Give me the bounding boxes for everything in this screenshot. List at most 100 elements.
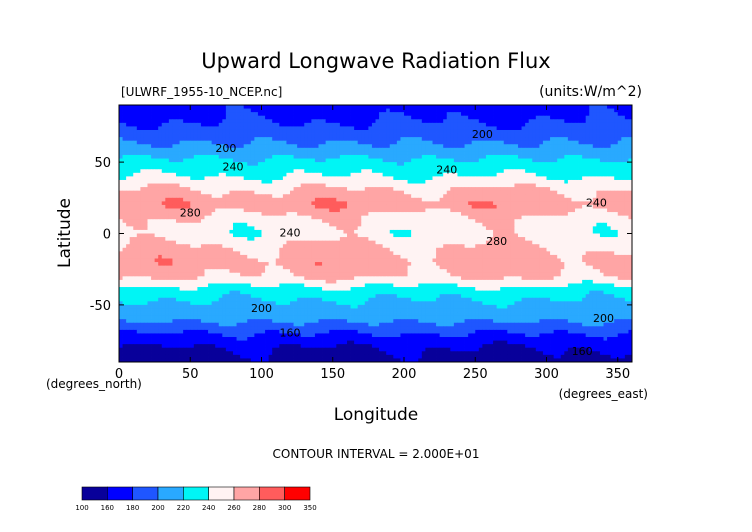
contour-cell <box>414 169 419 174</box>
contour-cell <box>617 105 622 109</box>
contour-cell <box>161 179 166 184</box>
contour-cell <box>621 158 626 163</box>
contour-cell <box>450 126 455 131</box>
contour-cell <box>557 144 562 149</box>
contour-cell <box>510 187 515 192</box>
contour-cell <box>582 126 587 131</box>
contour-cell <box>411 190 416 195</box>
contour-cell <box>599 162 604 167</box>
contour-cell <box>261 129 266 134</box>
contour-cell <box>147 140 152 145</box>
contour-cell <box>528 176 533 181</box>
contour-cell <box>140 154 145 159</box>
contour-cell <box>240 197 245 202</box>
contour-cell <box>140 208 145 213</box>
contour-cell <box>432 158 437 163</box>
contour-cell <box>314 115 319 120</box>
contour-cell <box>539 222 544 227</box>
contour-cell <box>528 144 533 149</box>
contour-cell <box>503 212 508 217</box>
contour-cell <box>250 212 255 217</box>
contour-cell <box>300 126 305 131</box>
contour-cell <box>528 219 533 224</box>
contour-cell <box>165 187 170 192</box>
contour-cell <box>510 201 515 206</box>
contour-cell <box>404 176 408 181</box>
contour-cell <box>357 133 362 138</box>
contour-cell <box>411 212 416 217</box>
contour-cell <box>350 201 355 206</box>
contour-cell <box>382 133 387 138</box>
contour-cell <box>468 201 473 206</box>
contour-cell <box>425 194 430 199</box>
contour-cell <box>457 204 462 209</box>
contour-cell <box>617 165 622 170</box>
contour-cell <box>275 158 280 163</box>
contour-cell <box>247 137 252 142</box>
contour-cell <box>225 215 230 220</box>
contour-cell <box>585 172 590 177</box>
contour-cell <box>240 179 245 184</box>
contour-cell <box>193 165 198 170</box>
contour-cell <box>404 154 408 159</box>
contour-cell <box>628 212 632 217</box>
contour-cell <box>350 133 355 138</box>
contour-cell <box>233 158 237 163</box>
contour-cell <box>379 122 384 127</box>
contour-cell <box>154 119 159 124</box>
contour-cell <box>322 190 327 195</box>
contour-cell <box>357 112 362 117</box>
contour-cell <box>493 222 498 227</box>
contour-cell <box>450 154 455 159</box>
contour-cell <box>357 183 362 188</box>
contour-cell <box>254 226 259 231</box>
contour-cell <box>418 126 423 131</box>
contour-cell <box>582 140 587 145</box>
contour-cell <box>211 194 216 199</box>
contour-cell <box>428 176 433 181</box>
contour-cell <box>368 154 373 159</box>
contour-cell <box>507 133 512 138</box>
contour-cell <box>300 222 305 227</box>
contour-cell <box>599 176 604 181</box>
contour-cell <box>471 144 476 149</box>
contour-cell <box>240 119 245 124</box>
contour-cell <box>240 169 245 174</box>
contour-cell <box>575 140 579 145</box>
contour-cell <box>567 108 572 113</box>
contour-cell <box>482 108 487 113</box>
contour-cell <box>119 154 123 159</box>
contour-cell <box>514 215 519 220</box>
contour-cell <box>126 144 131 149</box>
contour-cell <box>186 176 191 181</box>
contour-cell <box>532 204 537 209</box>
contour-cell <box>407 122 412 127</box>
contour-cell <box>268 215 273 220</box>
contour-cell <box>368 129 373 134</box>
contour-cell <box>158 158 163 163</box>
contour-cell <box>592 172 597 177</box>
contour-cell <box>200 187 205 192</box>
contour-cell <box>297 112 302 117</box>
contour-cell <box>446 147 451 152</box>
contour-cell <box>350 165 355 170</box>
contour-cell <box>243 212 248 217</box>
contour-cell <box>293 176 298 181</box>
contour-cell <box>386 215 391 220</box>
contour-cell <box>133 190 138 195</box>
contour-cell <box>119 187 123 192</box>
contour-cell <box>136 215 141 220</box>
contour-cell <box>143 172 148 177</box>
contour-cell <box>165 208 170 213</box>
contour-cell <box>464 105 469 109</box>
contour-cell <box>233 212 237 217</box>
contour-cell <box>532 176 537 181</box>
contour-cell <box>336 165 341 170</box>
contour-cell <box>140 179 145 184</box>
contour-cell <box>293 158 298 163</box>
contour-cell <box>257 183 262 188</box>
contour-cell <box>322 172 327 177</box>
contour-cell <box>300 183 305 188</box>
contour-cell <box>300 151 305 156</box>
contour-cell <box>489 183 494 188</box>
